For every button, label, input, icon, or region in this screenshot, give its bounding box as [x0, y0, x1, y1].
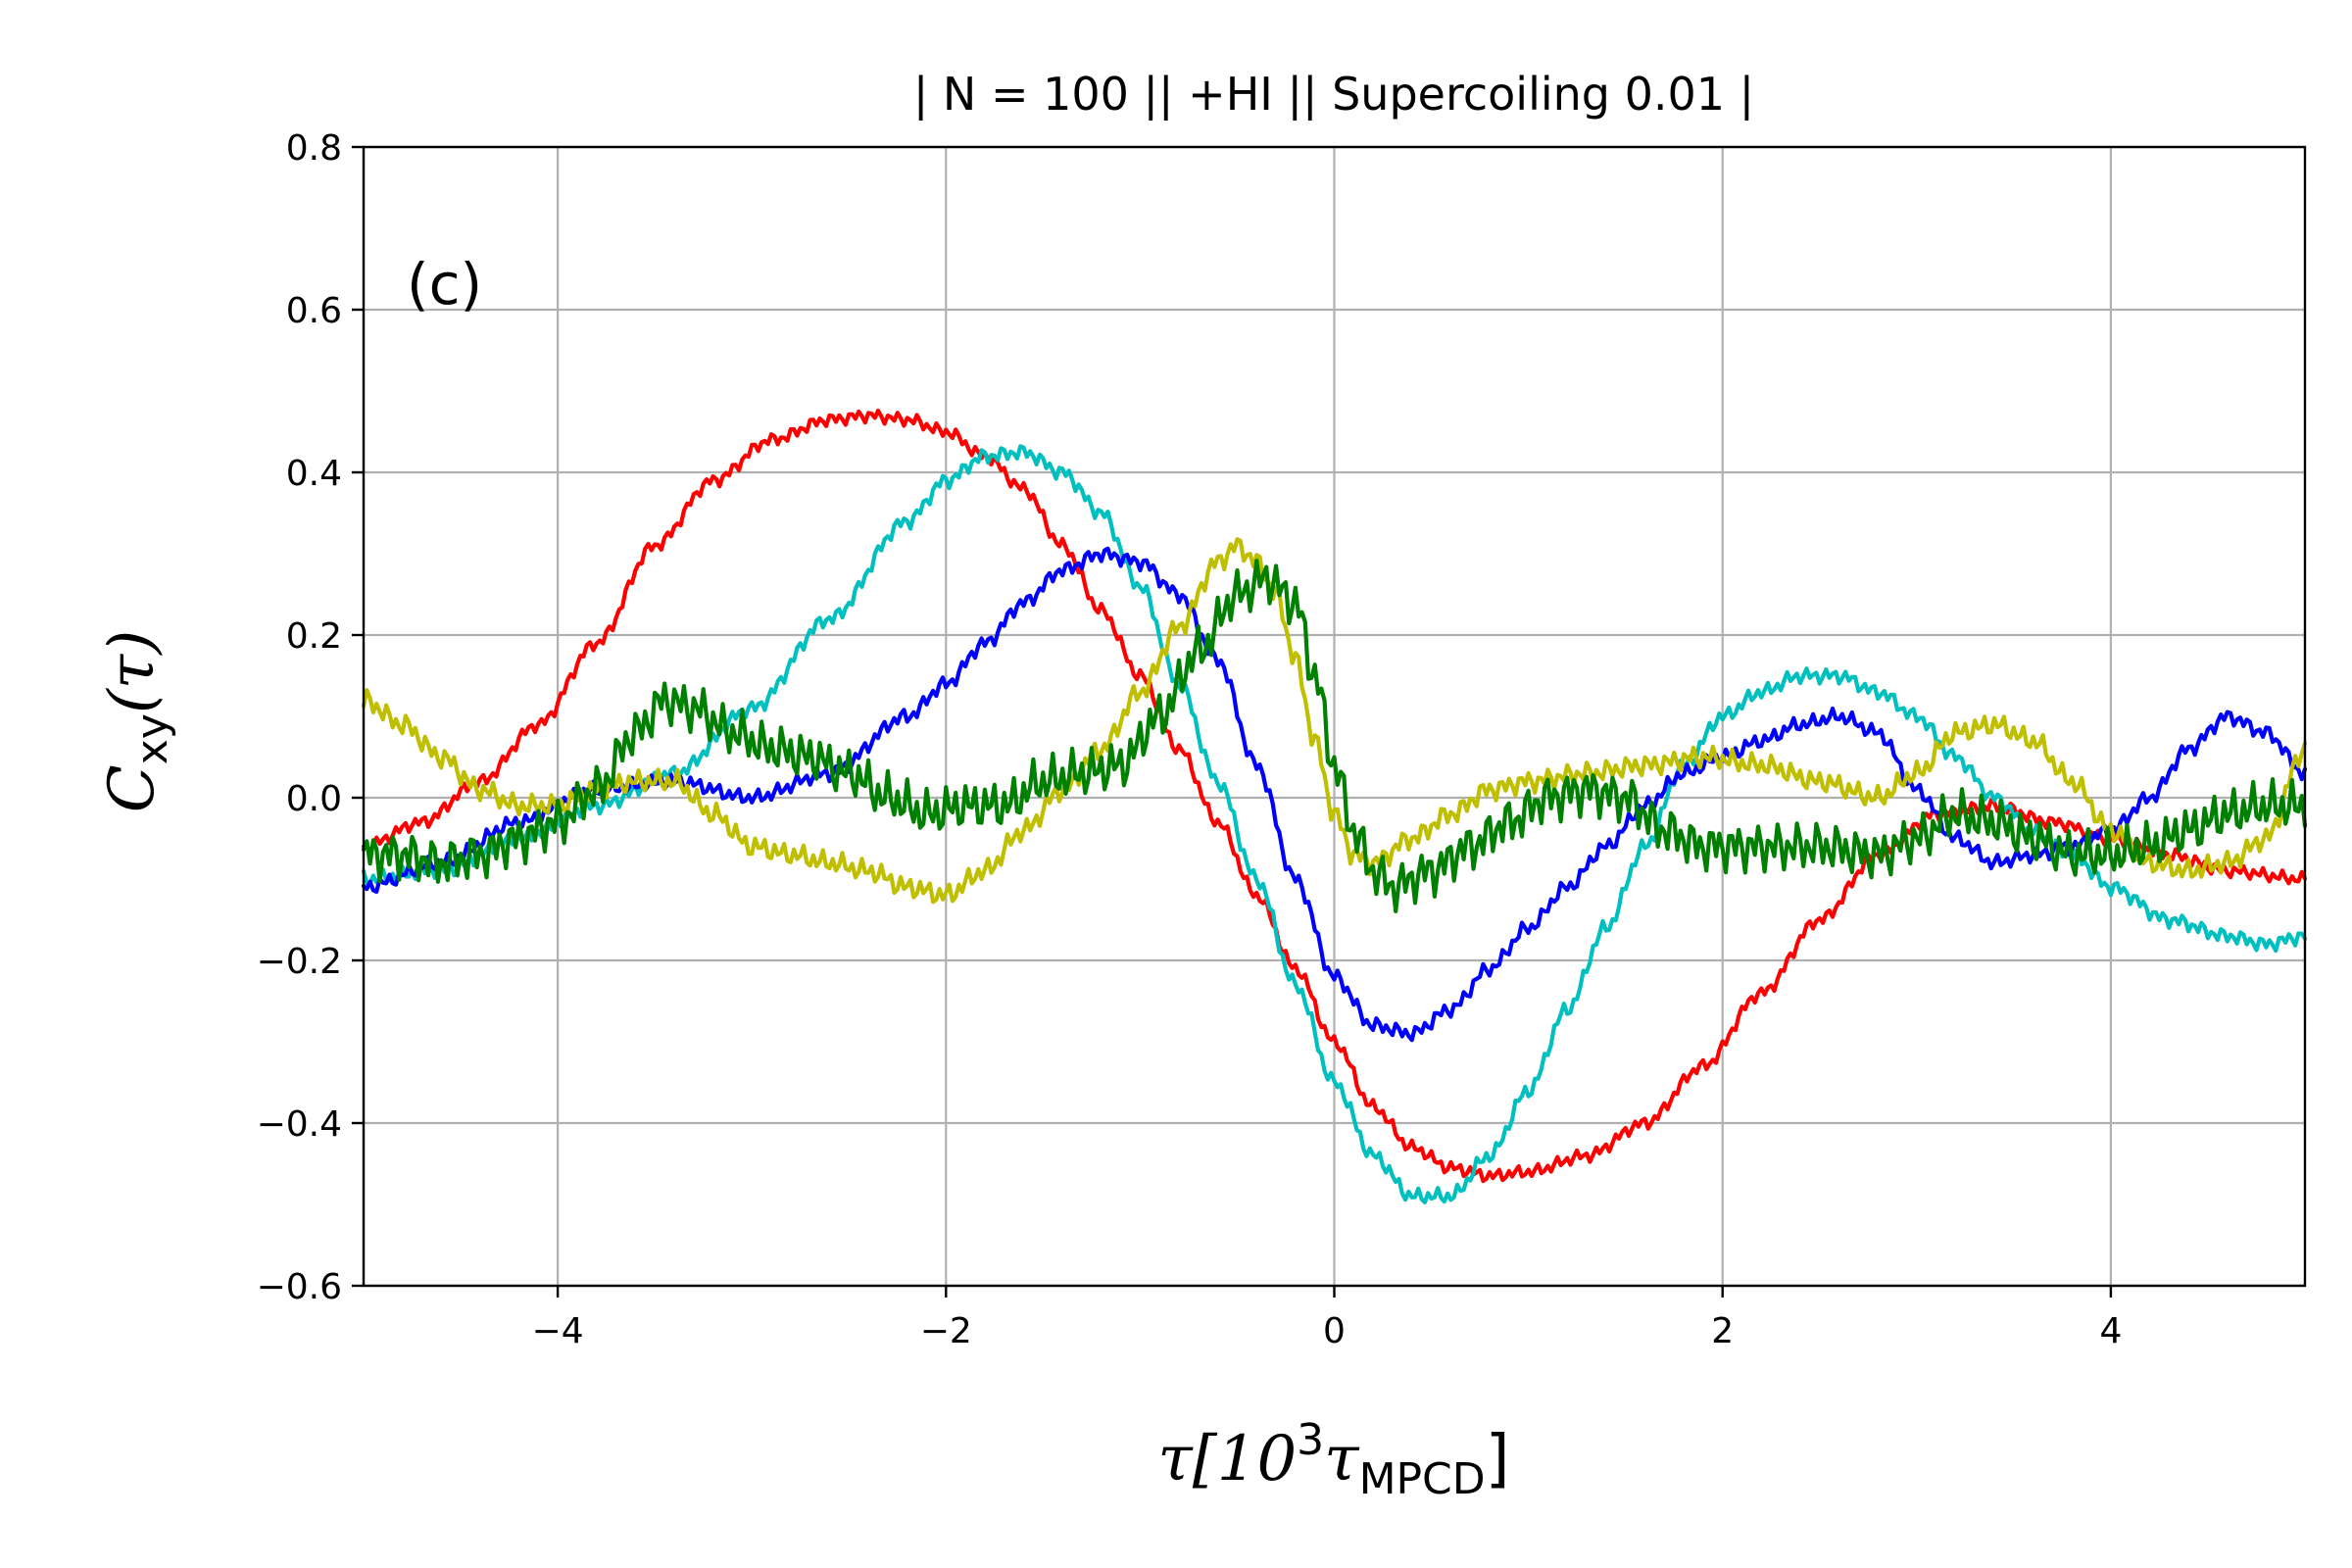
series-line-yellow [361, 537, 2308, 905]
axis-ticks: −4 −2 0 2 4 −0.6 −0.4 −0.2 0.0 0.2 0.4 0.6 0.8 [257, 128, 2123, 1351]
y-tick-label-0: −0.6 [257, 1267, 342, 1307]
x-axis-label-sup: 3 [1297, 1415, 1324, 1465]
chart-title: | N = 100 || +HI || Supercoiling 0.01 | [913, 68, 1754, 122]
x-axis-label-mid: τ [1324, 1423, 1360, 1495]
series-group [361, 408, 2308, 1205]
y-tick-label-3: 0.0 [286, 779, 342, 819]
y-tick-label-7: 0.8 [286, 128, 342, 169]
x-tick-label-1: −2 [920, 1311, 972, 1351]
y-tick-label-5: 0.4 [286, 454, 342, 494]
x-axis-label-end: ] [1486, 1423, 1510, 1495]
series-line-green [361, 558, 2308, 914]
panel-annotation: (c) [407, 251, 482, 318]
y-tick-label-2: −0.2 [257, 942, 342, 982]
x-axis-label: τ[103τMPCD] [1157, 1415, 1509, 1504]
y-tick-label-4: 0.2 [286, 616, 342, 657]
y-axis-label-paren: (τ) [96, 630, 169, 713]
y-tick-label-6: 0.6 [286, 291, 342, 331]
x-axis-label-sub: MPCD [1359, 1454, 1486, 1504]
x-tick-label-4: 4 [2099, 1311, 2122, 1351]
x-tick-label-0: −4 [532, 1311, 584, 1351]
y-axis-label-main: C [96, 764, 169, 812]
x-axis-label-main: τ[10 [1157, 1423, 1297, 1495]
x-tick-label-3: 2 [1711, 1311, 1734, 1351]
y-axis-label: Cxy(τ) [96, 630, 177, 812]
y-axis-label-sub: xy [127, 713, 177, 764]
series-line-cyan [361, 444, 2308, 1205]
y-tick-label-1: −0.4 [257, 1104, 342, 1145]
x-tick-label-2: 0 [1323, 1311, 1346, 1351]
